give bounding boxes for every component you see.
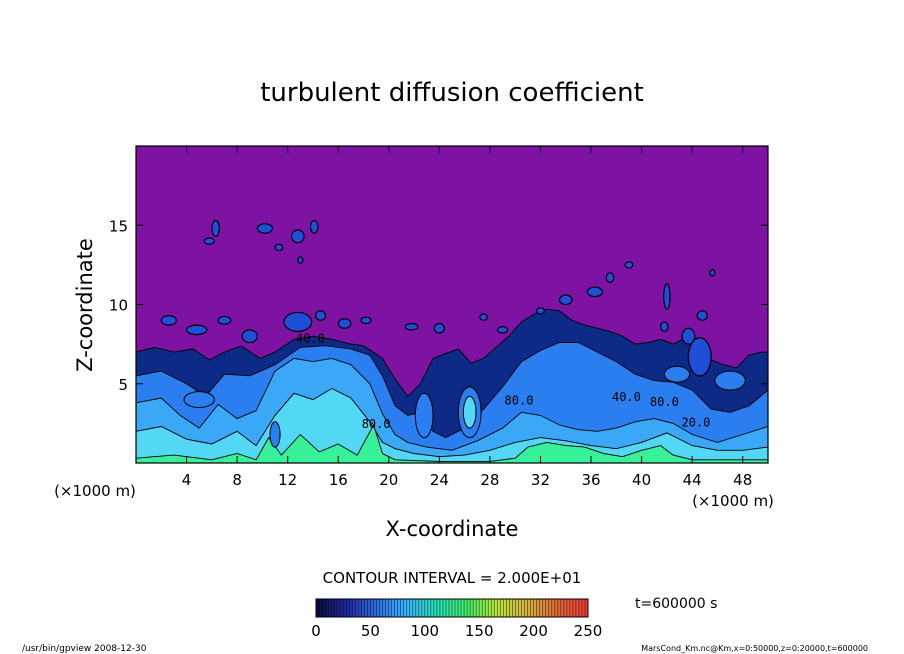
turbulence-patch <box>709 269 716 277</box>
x-tick-label: 40 <box>632 471 651 489</box>
x-tick-label: 44 <box>683 471 702 489</box>
colorbar-tick-label: 50 <box>361 622 380 640</box>
colorbar-tick-label: 200 <box>519 622 548 640</box>
colorbar-tick-label: 0 <box>311 622 321 640</box>
turbulence-patch <box>659 321 669 333</box>
eddy-contour <box>462 395 477 429</box>
contour-label: 40.0 <box>296 332 325 346</box>
x-tick-label: 32 <box>531 471 550 489</box>
colorbar-tick-label: 150 <box>465 622 494 640</box>
y-tick-label: 5 <box>118 376 128 394</box>
plot-area: 40.080.080.0 40.0 80.020.0 <box>135 145 769 464</box>
eddy-contour <box>269 421 281 448</box>
eddy-contour <box>414 392 434 439</box>
turbulence-patch <box>433 322 446 334</box>
colorbar-stripes <box>318 599 586 617</box>
x-tick-label: 12 <box>278 471 297 489</box>
turbulence-patch <box>185 324 208 336</box>
x-tick-label: 48 <box>733 471 752 489</box>
footer-program-label: /usr/bin/gpview 2008-12-30 <box>22 644 147 654</box>
turbulence-patch <box>496 326 509 334</box>
y-tick-label: 10 <box>109 297 128 315</box>
turbulence-patch <box>217 315 232 325</box>
eddy-contour <box>663 365 691 383</box>
colorbar: 0 50 100 150 200 250 <box>311 598 602 640</box>
x-tick-label: 16 <box>329 471 348 489</box>
turbulence-patch <box>241 329 258 344</box>
colorbar-frame <box>315 598 589 618</box>
contour-label: 20.0 <box>681 416 710 430</box>
turbulence-patch <box>681 327 696 345</box>
x-tick-layer: 4 8 12 16 20 24 28 32 36 40 44 48 <box>182 146 752 489</box>
y-tick-layer: 5 10 15 <box>109 217 768 394</box>
turbulence-patch <box>203 237 215 245</box>
contour-label: 80.0 <box>362 417 391 431</box>
eddy-contour <box>714 370 746 391</box>
turbulence-patch <box>687 337 712 377</box>
x-tick-label: 36 <box>581 471 600 489</box>
turbulence-patch <box>274 243 284 252</box>
contour-label: 80.0 <box>505 393 534 407</box>
turbulence-patch <box>536 307 545 315</box>
x-tick-label: 8 <box>232 471 242 489</box>
turbulence-patch <box>558 294 573 306</box>
turbulence-patch <box>360 316 372 325</box>
turbulence-patch <box>404 322 419 331</box>
x-tick-label: 28 <box>480 471 499 489</box>
eddy-contour <box>183 391 215 409</box>
turbulence-patch <box>605 272 615 283</box>
turbulence-patch <box>290 229 305 244</box>
x-tick-label: 20 <box>379 471 398 489</box>
turbulence-patch <box>211 219 221 237</box>
turbulence-patch <box>479 313 488 321</box>
y-axis-label: Z-coordinate <box>73 238 97 372</box>
contour-label: 40.0 <box>612 390 641 404</box>
time-label: t=600000 s <box>635 596 717 612</box>
contour-interval-label: CONTOUR INTERVAL = 2.000E+01 <box>323 569 582 587</box>
turbulence-patch <box>624 261 634 269</box>
colorbar-tick-layer: 0 50 100 150 200 250 <box>311 622 602 640</box>
turbulence-patch <box>314 310 327 321</box>
turbulence-patch <box>309 219 319 234</box>
y-tick-label: 15 <box>109 217 128 235</box>
contour-label: 80.0 <box>650 395 679 409</box>
y-unit-label: (×1000 m) <box>54 482 136 500</box>
x-unit-label: (×1000 m) <box>692 492 774 510</box>
colorbar-tick-label: 100 <box>410 622 439 640</box>
turbulence-patch <box>337 318 352 329</box>
turbulence-patch <box>160 314 178 326</box>
colorbar-tick-label: 250 <box>574 622 603 640</box>
contour-label-layer: 40.080.080.0 40.0 80.020.0 <box>296 332 710 432</box>
x-tick-label: 24 <box>430 471 449 489</box>
turbulence-patch <box>586 286 604 298</box>
turbulence-patch <box>663 283 671 310</box>
turbulence-patch <box>696 310 708 321</box>
turbulence-patch <box>297 256 304 264</box>
turbulence-patch <box>283 311 313 333</box>
chart-title: turbulent diffusion coefficient <box>260 78 644 108</box>
x-tick-label: 4 <box>182 471 192 489</box>
footer-file-label: MarsCond_Km.nc@Km,x=0:50000,z=0:20000,t=… <box>641 644 868 653</box>
field-layer <box>136 219 768 463</box>
turbulence-patch <box>256 223 274 234</box>
x-axis-label: X-coordinate <box>386 517 519 541</box>
